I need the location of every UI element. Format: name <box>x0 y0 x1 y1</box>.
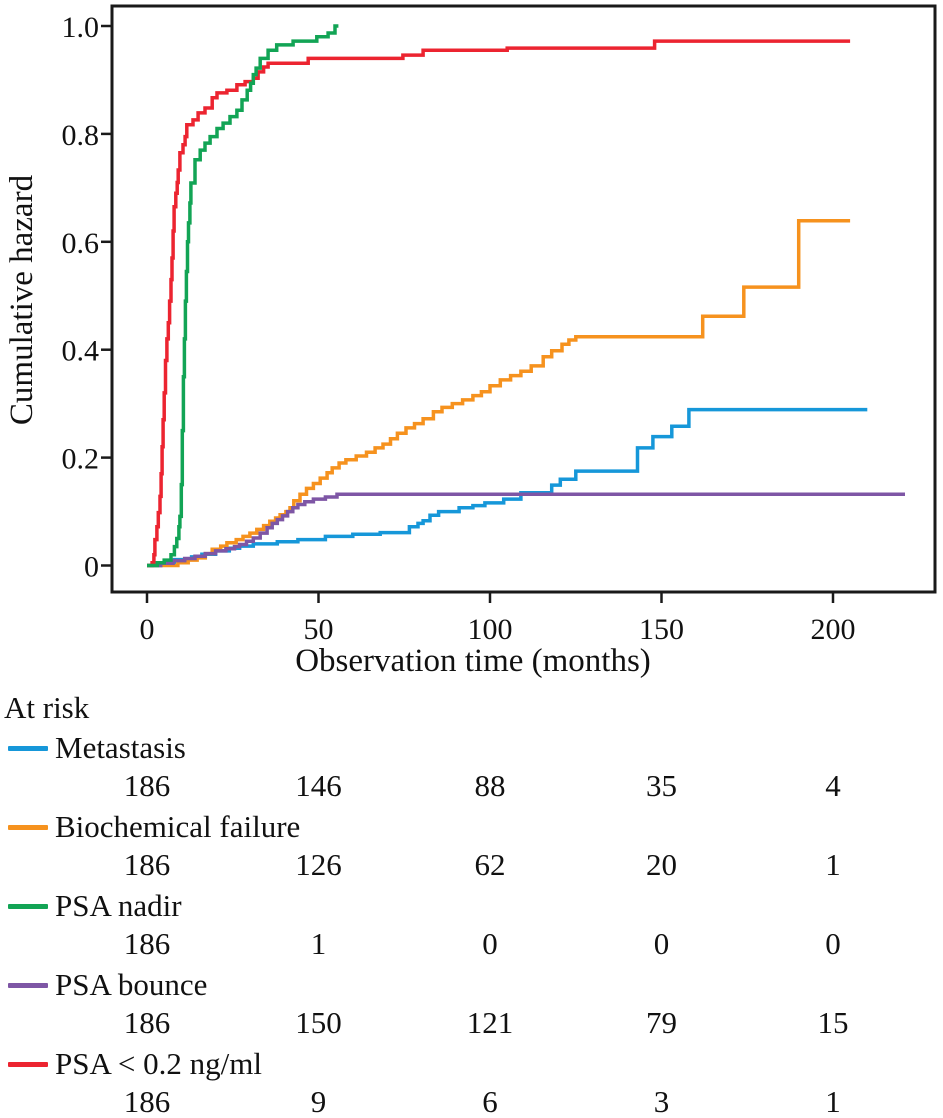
at-risk-counts-biochemical_failure: 186 126 62 20 1 <box>0 847 943 885</box>
legend-row-psa_lt_02: PSA < 0.2 ng/ml <box>0 1046 943 1084</box>
at-risk-count: 121 <box>466 1005 514 1040</box>
series-line-psa_nadir <box>147 24 339 568</box>
at-risk-count: 186 <box>123 847 171 882</box>
series-line-psa_bounce <box>147 492 905 568</box>
y-tick-label: 0.4 <box>62 335 100 368</box>
psa_bounce-color-swatch <box>8 983 48 988</box>
at-risk-count: 20 <box>646 847 677 882</box>
x-tick-label: 150 <box>639 613 684 646</box>
at-risk-count: 62 <box>474 847 506 882</box>
chart-canvas: 0 50 100 150 200 0 0.2 0.4 0.6 0.8 1.0 <box>62 4 937 646</box>
y-tick-label: 0.8 <box>62 119 100 152</box>
y-tick-label: 1.0 <box>62 11 100 44</box>
at-risk-count: 186 <box>123 768 171 803</box>
at-risk-header: At risk <box>4 690 90 725</box>
at-risk-count: 15 <box>817 1005 849 1040</box>
at-risk-count: 79 <box>646 1005 677 1040</box>
x-tick-label: 0 <box>140 613 155 646</box>
y-tick-label: 0.2 <box>62 443 100 476</box>
at-risk-count: 1 <box>825 847 841 882</box>
at-risk-count: 1 <box>825 1084 841 1118</box>
psa_lt_02-color-swatch <box>8 1062 48 1067</box>
metastasis-color-swatch <box>8 746 48 751</box>
series-line-biochemical_failure <box>147 219 851 568</box>
legend-row-biochemical_failure: Biochemical failure <box>0 809 943 847</box>
y-tick-label: 0 <box>84 551 99 584</box>
x-tick-label: 50 <box>304 613 334 646</box>
plot-border <box>110 4 937 594</box>
at-risk-counts-psa_lt_02: 186 9 6 3 1 <box>0 1084 943 1118</box>
at-risk-count: 0 <box>653 926 670 961</box>
legend-label: PSA bounce <box>55 967 208 1002</box>
at-risk-count: 1 <box>310 926 327 961</box>
legend-label: PSA < 0.2 ng/ml <box>55 1046 262 1081</box>
y-axis-title: Cumulative hazard <box>4 174 40 426</box>
at-risk-count: 126 <box>295 847 342 882</box>
legend-label: Metastasis <box>55 730 186 765</box>
at-risk-count: 4 <box>825 768 841 803</box>
legend-label: Biochemical failure <box>55 809 301 844</box>
at-risk-count: 0 <box>482 926 498 961</box>
psa_nadir-color-swatch <box>8 904 48 909</box>
at-risk-count: 88 <box>474 768 506 803</box>
x-tick-label: 200 <box>811 613 856 646</box>
at-risk-count: 35 <box>646 768 677 803</box>
at-risk-counts-psa_nadir: 186 1 0 0 0 <box>0 926 943 964</box>
at-risk-count: 6 <box>482 1084 498 1118</box>
at-risk-counts-metastasis: 186 146 88 35 4 <box>0 768 943 806</box>
series-line-psa_lt_02 <box>147 39 851 568</box>
at-risk-count: 186 <box>123 926 171 961</box>
legend-row-psa_bounce: PSA bounce <box>0 967 943 1005</box>
biochemical_failure-color-swatch <box>8 825 48 830</box>
at-risk-count: 186 <box>123 1084 171 1118</box>
at-risk-count: 150 <box>295 1005 342 1040</box>
at-risk-count: 186 <box>123 1005 171 1040</box>
x-axis-title: Observation time (months) <box>295 643 651 679</box>
at-risk-count: 0 <box>825 926 841 961</box>
x-tick-label: 100 <box>468 613 513 646</box>
legend-row-psa_nadir: PSA nadir <box>0 888 943 926</box>
at-risk-count: 146 <box>295 768 342 803</box>
legend-label: PSA nadir <box>55 888 182 923</box>
legend-row-metastasis: Metastasis <box>0 730 943 768</box>
y-tick-label: 0.6 <box>62 227 100 260</box>
at-risk-counts-psa_bounce: 186 150 121 79 15 <box>0 1005 943 1043</box>
at-risk-count: 9 <box>310 1084 327 1118</box>
at-risk-count: 3 <box>653 1084 670 1118</box>
